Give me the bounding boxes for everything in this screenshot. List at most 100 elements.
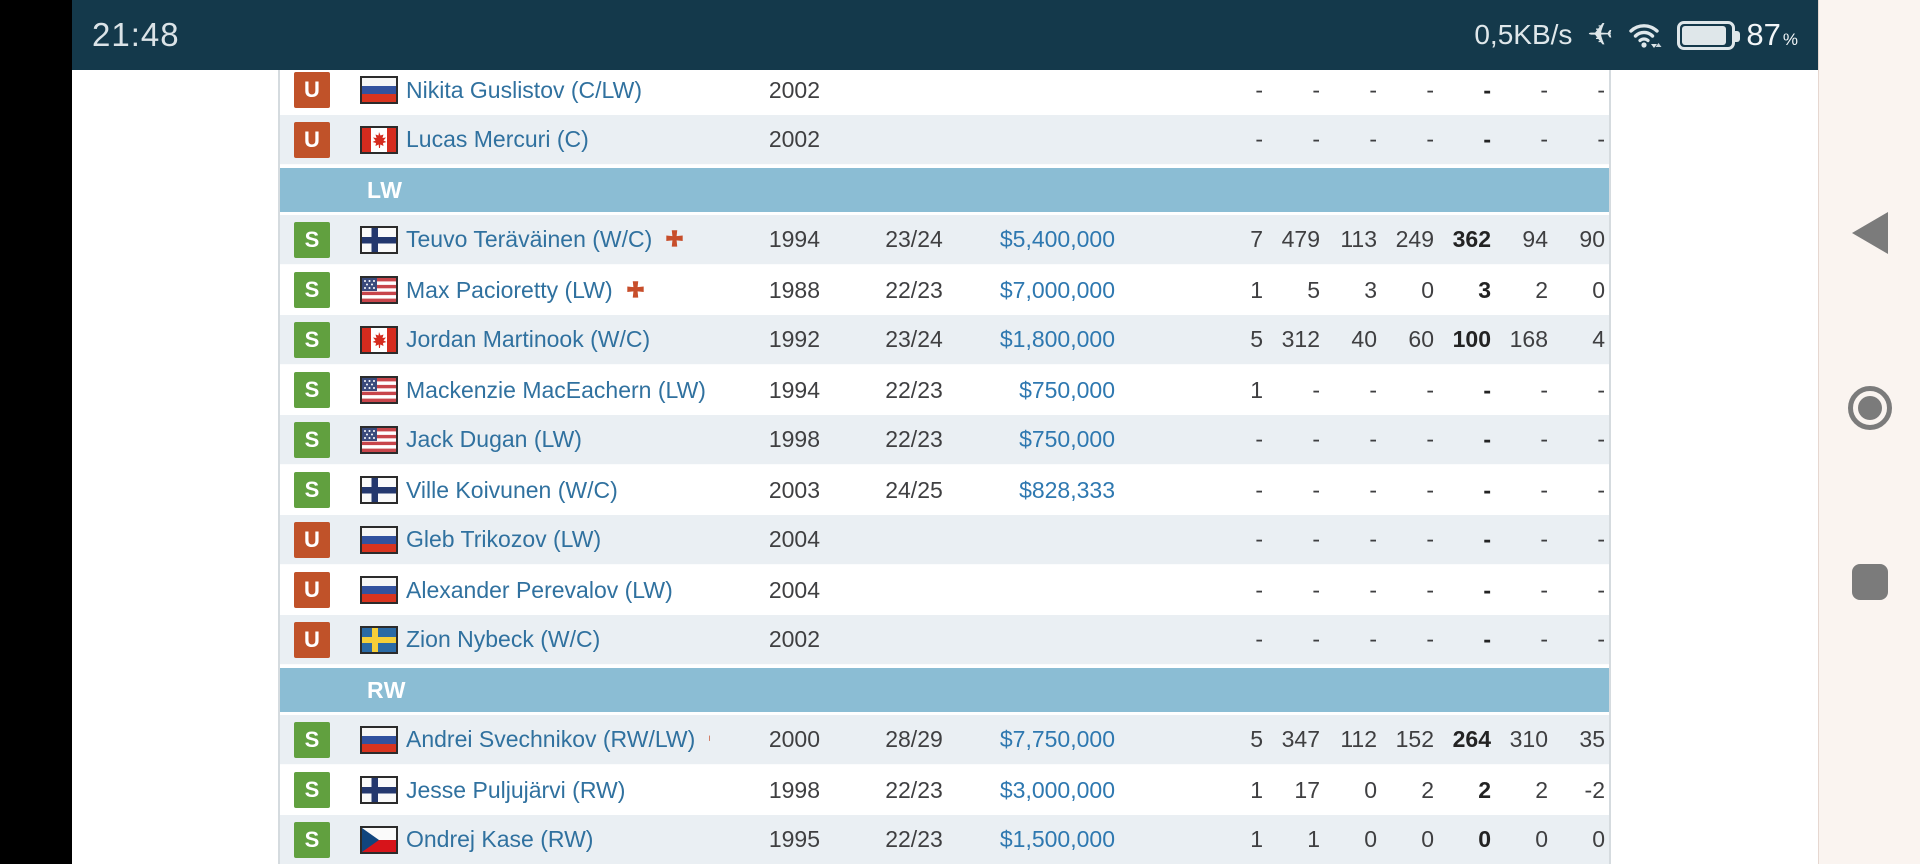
roster-table[interactable]: U Nikita Guslistov (C/LW) 2002 - - - - - - - U Luca…	[278, 70, 1611, 864]
player-name-link[interactable]: Max Pacioretty (LW)	[406, 276, 613, 303]
player-name-link[interactable]: Alexander Perevalov (LW)	[406, 576, 673, 603]
player-name-link[interactable]: Jesse Puljujärvi (RW)	[406, 776, 626, 803]
stat-col-7: -	[1597, 426, 1605, 452]
player-name-link[interactable]: Gleb Trikozov (LW)	[406, 526, 602, 552]
player-row[interactable]: S Max Pacioretty (LW) 1988 22/23 $7,000,000 1…	[280, 265, 1609, 315]
stat-col-4: -	[1426, 426, 1434, 452]
status-badge-cell: S	[280, 472, 342, 508]
stat-col-2: 347	[1281, 726, 1320, 752]
player-name-link[interactable]: Lucas Mercuri (C)	[406, 126, 589, 152]
player-row[interactable]: U Gleb Trikozov (LW) 2004 - - - - - - -	[280, 515, 1609, 565]
stat-col-4: -	[1426, 76, 1434, 103]
nation-cell	[342, 427, 402, 452]
player-name-cell: Ondrej Kase (RW)	[402, 826, 710, 853]
player-row[interactable]: S Ville Koivunen (W/C) 2003 24/25 $828,333 - -…	[280, 465, 1609, 515]
stat-col-1: 1	[1250, 776, 1263, 803]
signed-badge: S	[294, 721, 330, 758]
player-row[interactable]: U Zion Nybeck (W/C) 2002 - - - - - - -	[280, 615, 1609, 665]
status-badge-cell: U	[280, 72, 342, 108]
section-header-row: RW	[280, 665, 1609, 715]
status-badge-cell: S	[280, 721, 342, 758]
player-row[interactable]: S Jordan Martinook (W/C) 1992 23/24 $1,800,0…	[280, 315, 1609, 365]
stat-col-7: 35	[1579, 726, 1605, 752]
stat-col-2: -	[1312, 576, 1320, 603]
stat-col-2: 5	[1307, 276, 1320, 303]
player-row[interactable]: U Lucas Mercuri (C) 2002 - - - - - - -	[280, 115, 1609, 165]
stat-col-3: 3	[1364, 276, 1377, 303]
player-name-link[interactable]: Ondrej Kase (RW)	[406, 826, 594, 852]
status-badge-cell: S	[280, 272, 342, 308]
player-name-cell: Mackenzie MacEachern (LW)	[402, 377, 710, 404]
status-badge-cell: S	[280, 372, 342, 408]
player-name-link[interactable]: Andrei Svechnikov (RW/LW)	[406, 726, 696, 752]
stat-col-6: 2	[1535, 776, 1548, 803]
flag-icon-fi	[362, 227, 396, 252]
nation-cell	[342, 278, 402, 302]
player-name-link[interactable]: Ville Koivunen (W/C)	[406, 476, 618, 503]
player-row[interactable]: U Alexander Perevalov (LW) 2004 - - - - - - -	[280, 565, 1609, 615]
stat-col-5: -	[1483, 376, 1491, 403]
player-row[interactable]: S Mackenzie MacEachern (LW) 1994 22/23 $750,…	[280, 365, 1609, 415]
stat-col-3: -	[1369, 426, 1377, 452]
stat-col-1: 5	[1250, 326, 1263, 352]
injury-icon	[626, 280, 644, 298]
stat-col-4: -	[1426, 576, 1434, 603]
stat-col-6: -	[1540, 426, 1548, 452]
status-badge-cell: S	[280, 421, 342, 458]
flag-icon-us	[362, 278, 396, 302]
player-name-link[interactable]: Jack Dugan (LW)	[406, 426, 582, 452]
stat-col-3: -	[1369, 576, 1377, 603]
home-button[interactable]	[1819, 386, 1920, 430]
stat-col-1: 1	[1250, 376, 1263, 403]
recents-icon	[1852, 564, 1888, 600]
flag-icon-fi	[362, 778, 396, 802]
player-name-link[interactable]: Jordan Martinook (W/C)	[406, 326, 651, 352]
nation-cell	[342, 478, 402, 502]
status-badge-cell: U	[280, 521, 342, 558]
player-name-cell: Lucas Mercuri (C)	[402, 126, 710, 153]
player-row[interactable]: S Andrei Svechnikov (RW/LW) 2000 28/29 $7,75…	[280, 715, 1609, 765]
stat-col-4: 0	[1421, 826, 1434, 852]
player-row[interactable]: S Teuvo Teräväinen (W/C) 1994 23/24 $5,400,0…	[280, 215, 1609, 265]
section-header-row: LW	[280, 165, 1609, 215]
stat-col-4: 60	[1408, 326, 1434, 352]
recents-button[interactable]	[1819, 564, 1920, 600]
signed-badge: S	[294, 372, 330, 408]
stat-col-4: -	[1426, 126, 1434, 152]
stat-col-3: 40	[1351, 326, 1377, 352]
content-area[interactable]: U Nikita Guslistov (C/LW) 2002 - - - - - - - U Luca…	[72, 70, 1818, 864]
player-row[interactable]: S Jack Dugan (LW) 1998 22/23 $750,000 - - - - - - -	[280, 415, 1609, 465]
airplane-mode-icon: ✈	[1587, 16, 1614, 53]
stat-col-1: -	[1255, 576, 1263, 603]
stat-col-5: -	[1483, 576, 1491, 603]
player-name-link[interactable]: Zion Nybeck (W/C)	[406, 626, 601, 652]
player-row[interactable]: U Nikita Guslistov (C/LW) 2002 - - - - - - -	[280, 70, 1609, 115]
stat-col-7: -	[1597, 476, 1605, 503]
stat-col-7: -	[1597, 376, 1605, 403]
stat-col-7: -2	[1584, 776, 1605, 803]
stat-col-2: -	[1312, 476, 1320, 503]
clock: 21:48	[92, 16, 180, 53]
player-name-link[interactable]: Teuvo Teräväinen (W/C)	[406, 226, 653, 252]
player-row[interactable]: S Ondrej Kase (RW) 1995 22/23 $1,500,000 1 1 0 0…	[280, 815, 1609, 864]
player-name-cell: Ville Koivunen (W/C)	[402, 477, 710, 504]
stat-col-5: 264	[1452, 726, 1491, 752]
battery-percent: 87 %	[1746, 17, 1798, 52]
stat-col-6: -	[1540, 626, 1548, 652]
stat-col-1: 5	[1250, 726, 1263, 752]
player-name-link[interactable]: Mackenzie MacEachern (LW)	[406, 376, 706, 403]
stat-col-4: -	[1426, 476, 1434, 503]
android-nav-bar	[1818, 0, 1920, 864]
flag-icon-ru	[362, 78, 396, 102]
stat-col-2: 1	[1307, 826, 1320, 852]
stat-col-3: -	[1369, 376, 1377, 403]
back-button[interactable]	[1819, 212, 1920, 254]
player-row[interactable]: S Jesse Puljujärvi (RW) 1998 22/23 $3,000,00…	[280, 765, 1609, 815]
birth-year: 2002	[768, 126, 820, 152]
contract-years: 22/23	[885, 426, 943, 452]
player-name-link[interactable]: Nikita Guslistov (C/LW)	[406, 76, 642, 103]
contract-years: 28/29	[885, 726, 943, 752]
unsigned-badge: U	[294, 121, 330, 158]
birth-year: 2002	[768, 626, 820, 652]
stat-col-6: 2	[1535, 276, 1548, 303]
